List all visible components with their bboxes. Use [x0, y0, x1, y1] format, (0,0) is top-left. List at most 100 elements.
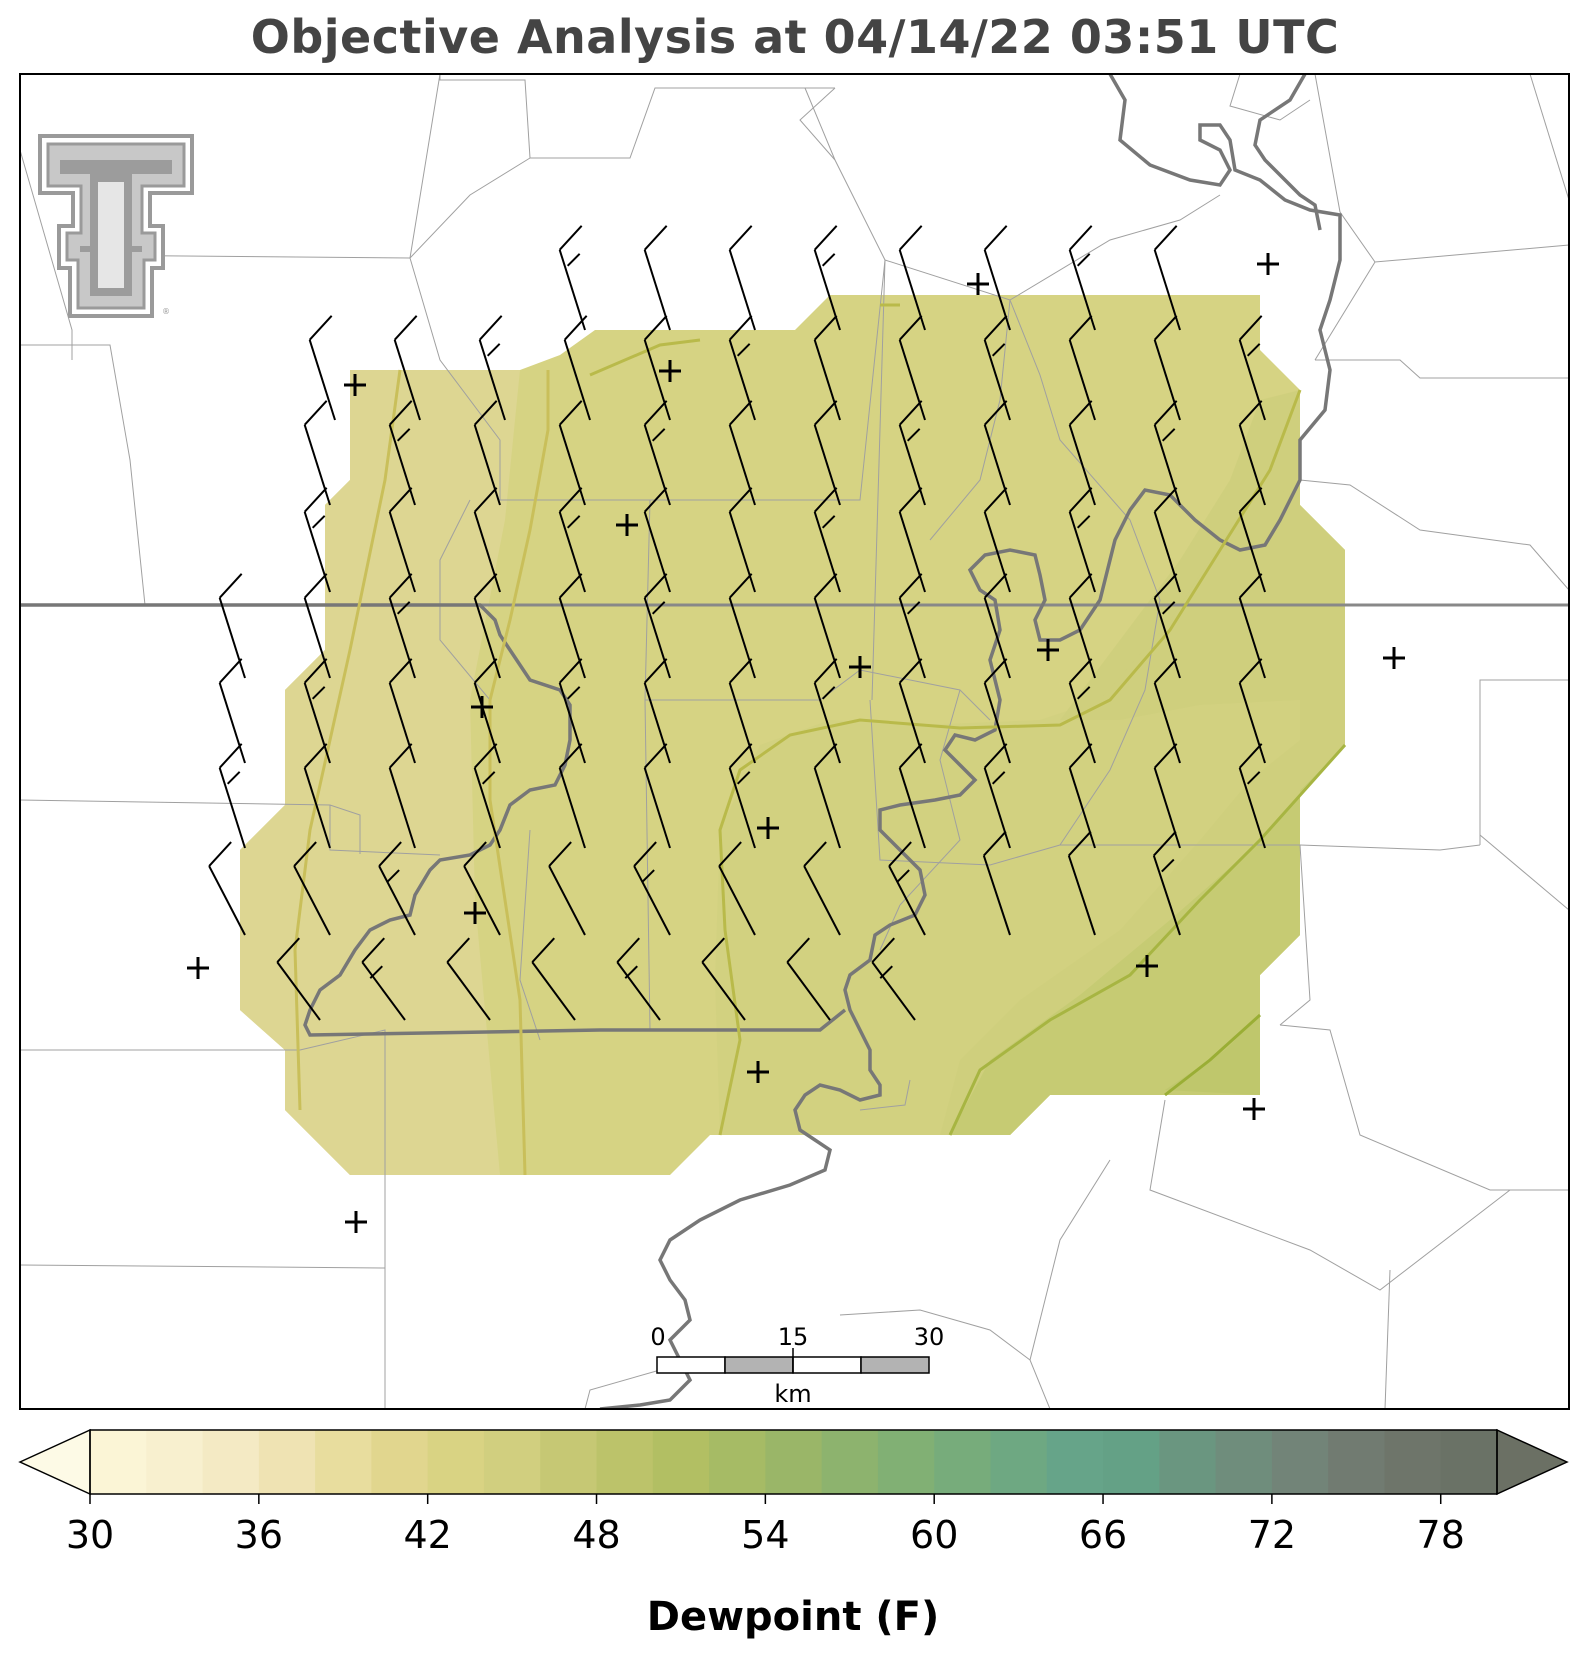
wind-barb	[473, 573, 501, 679]
county-line	[839, 1309, 1031, 1361]
station-marker	[1037, 639, 1059, 661]
barb-staff	[813, 424, 841, 506]
barb-flag	[558, 573, 583, 599]
wind-barb	[563, 315, 591, 421]
wind-barb	[643, 743, 671, 849]
barb-staff	[361, 961, 406, 1021]
barb-staff	[898, 767, 926, 849]
scale-bar: 0 15 30 km	[650, 1323, 944, 1408]
colorbar-tick-label: 72	[1248, 1513, 1296, 1557]
barb-staff	[276, 961, 321, 1021]
barb-half-flag	[821, 253, 836, 267]
barb-staff	[1153, 339, 1181, 421]
barb-half-flag	[566, 253, 581, 267]
barb-flag	[361, 937, 385, 963]
barb-staff	[1153, 511, 1181, 593]
wind-barb	[1238, 315, 1266, 421]
barb-flag	[813, 400, 838, 426]
county-line	[1314, 74, 1569, 263]
wind-barb	[813, 315, 841, 421]
dewpoint-contour	[1164, 1013, 1262, 1097]
colorbar-tick-label: 36	[235, 1513, 283, 1557]
station-marker	[187, 957, 209, 979]
wind-barb	[393, 315, 421, 421]
barb-staff	[388, 767, 416, 849]
barb-flag	[1068, 658, 1093, 684]
colorbar-tick-label: 66	[1079, 1513, 1127, 1557]
barb-flag	[473, 658, 498, 684]
barb-staff	[728, 682, 756, 764]
barb-flag	[303, 743, 328, 769]
wind-barb	[558, 658, 586, 764]
colorbar-cell	[315, 1430, 372, 1494]
barb-staff	[813, 767, 841, 849]
barb-staff	[983, 682, 1011, 764]
wind-barb	[982, 830, 1011, 936]
barb-flag	[898, 487, 923, 513]
barb-flag	[1153, 658, 1178, 684]
barb-staff	[308, 339, 336, 421]
station-marker	[1136, 955, 1158, 977]
colorbar-cell	[1440, 1430, 1498, 1494]
barb-staff	[728, 424, 756, 506]
barb-staff	[303, 682, 331, 764]
barb-flag	[983, 573, 1008, 599]
barb-staff	[558, 424, 586, 506]
barb-staff	[393, 339, 421, 421]
wind-barb	[1238, 573, 1266, 679]
barb-half-flag	[906, 601, 921, 615]
barb-half-flag	[991, 771, 1006, 785]
barb-flag	[1238, 743, 1263, 769]
county-line	[1479, 834, 1569, 911]
barb-staff	[1238, 424, 1266, 506]
svg-text:®: ®	[162, 307, 170, 316]
scale-segment	[656, 1356, 726, 1374]
colorbar-cell	[1271, 1430, 1329, 1494]
dewpoint-contour	[293, 369, 402, 1111]
wind-barb	[983, 743, 1011, 849]
barb-staff	[898, 682, 926, 764]
barb-half-flag	[226, 771, 241, 785]
wind-barb	[898, 658, 926, 764]
barb-half-flag	[1246, 343, 1261, 357]
barb-staff	[983, 339, 1011, 421]
county-line	[1479, 679, 1569, 845]
dewpoint-contour	[488, 370, 550, 1176]
scale-segment	[724, 1356, 794, 1374]
barb-flag	[983, 487, 1008, 513]
barb-flag	[813, 315, 838, 341]
barb-flag	[728, 573, 753, 599]
barb-flag	[701, 937, 725, 963]
barb-staff	[643, 511, 671, 593]
colorbar-cell	[1159, 1430, 1217, 1494]
barb-staff	[728, 767, 756, 849]
wind-barb	[388, 400, 416, 506]
barb-flag	[1068, 400, 1093, 426]
barb-flag	[728, 225, 753, 251]
river-line	[599, 74, 1342, 1409]
barb-half-flag	[386, 869, 400, 883]
barb-staff	[633, 865, 671, 936]
barb-staff	[1238, 339, 1266, 421]
barb-flag	[898, 400, 923, 426]
station-marker	[1243, 1098, 1265, 1120]
barb-flag	[643, 743, 668, 769]
county-line	[1299, 479, 1569, 591]
wind-barb	[473, 743, 501, 849]
barb-staff	[218, 682, 246, 764]
barb-flag	[1238, 658, 1263, 684]
barb-staff	[1152, 855, 1181, 936]
barb-flag	[1238, 487, 1263, 513]
barb-half-flag	[566, 686, 581, 700]
barb-staff	[1238, 511, 1266, 593]
barb-flag	[813, 573, 838, 599]
wind-barb	[983, 487, 1011, 593]
barb-flag	[898, 743, 923, 769]
wind-barb	[813, 487, 841, 593]
wind-barb	[813, 743, 841, 849]
wind-barb	[643, 400, 671, 506]
wind-barb	[1153, 315, 1181, 421]
wind-barb	[378, 841, 416, 936]
station-marker	[464, 902, 486, 924]
wind-barb	[888, 841, 926, 936]
